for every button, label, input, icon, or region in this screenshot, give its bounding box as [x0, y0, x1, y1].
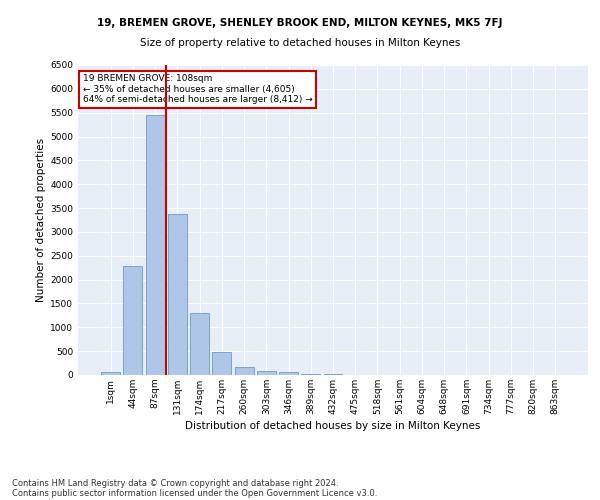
- Bar: [257, 370, 276, 375]
- Bar: [323, 374, 343, 375]
- Text: Contains public sector information licensed under the Open Government Licence v3: Contains public sector information licen…: [12, 488, 377, 498]
- Bar: [146, 115, 164, 375]
- Text: 19, BREMEN GROVE, SHENLEY BROOK END, MILTON KEYNES, MK5 7FJ: 19, BREMEN GROVE, SHENLEY BROOK END, MIL…: [97, 18, 503, 28]
- Y-axis label: Number of detached properties: Number of detached properties: [36, 138, 46, 302]
- Text: 19 BREMEN GROVE: 108sqm
← 35% of detached houses are smaller (4,605)
64% of semi: 19 BREMEN GROVE: 108sqm ← 35% of detache…: [83, 74, 313, 104]
- X-axis label: Distribution of detached houses by size in Milton Keynes: Distribution of detached houses by size …: [185, 421, 481, 431]
- Bar: [279, 372, 298, 375]
- Text: Size of property relative to detached houses in Milton Keynes: Size of property relative to detached ho…: [140, 38, 460, 48]
- Bar: [212, 352, 231, 375]
- Bar: [235, 367, 254, 375]
- Bar: [101, 372, 120, 375]
- Bar: [124, 266, 142, 375]
- Text: Contains HM Land Registry data © Crown copyright and database right 2024.: Contains HM Land Registry data © Crown c…: [12, 478, 338, 488]
- Bar: [301, 374, 320, 375]
- Bar: [168, 214, 187, 375]
- Bar: [190, 314, 209, 375]
